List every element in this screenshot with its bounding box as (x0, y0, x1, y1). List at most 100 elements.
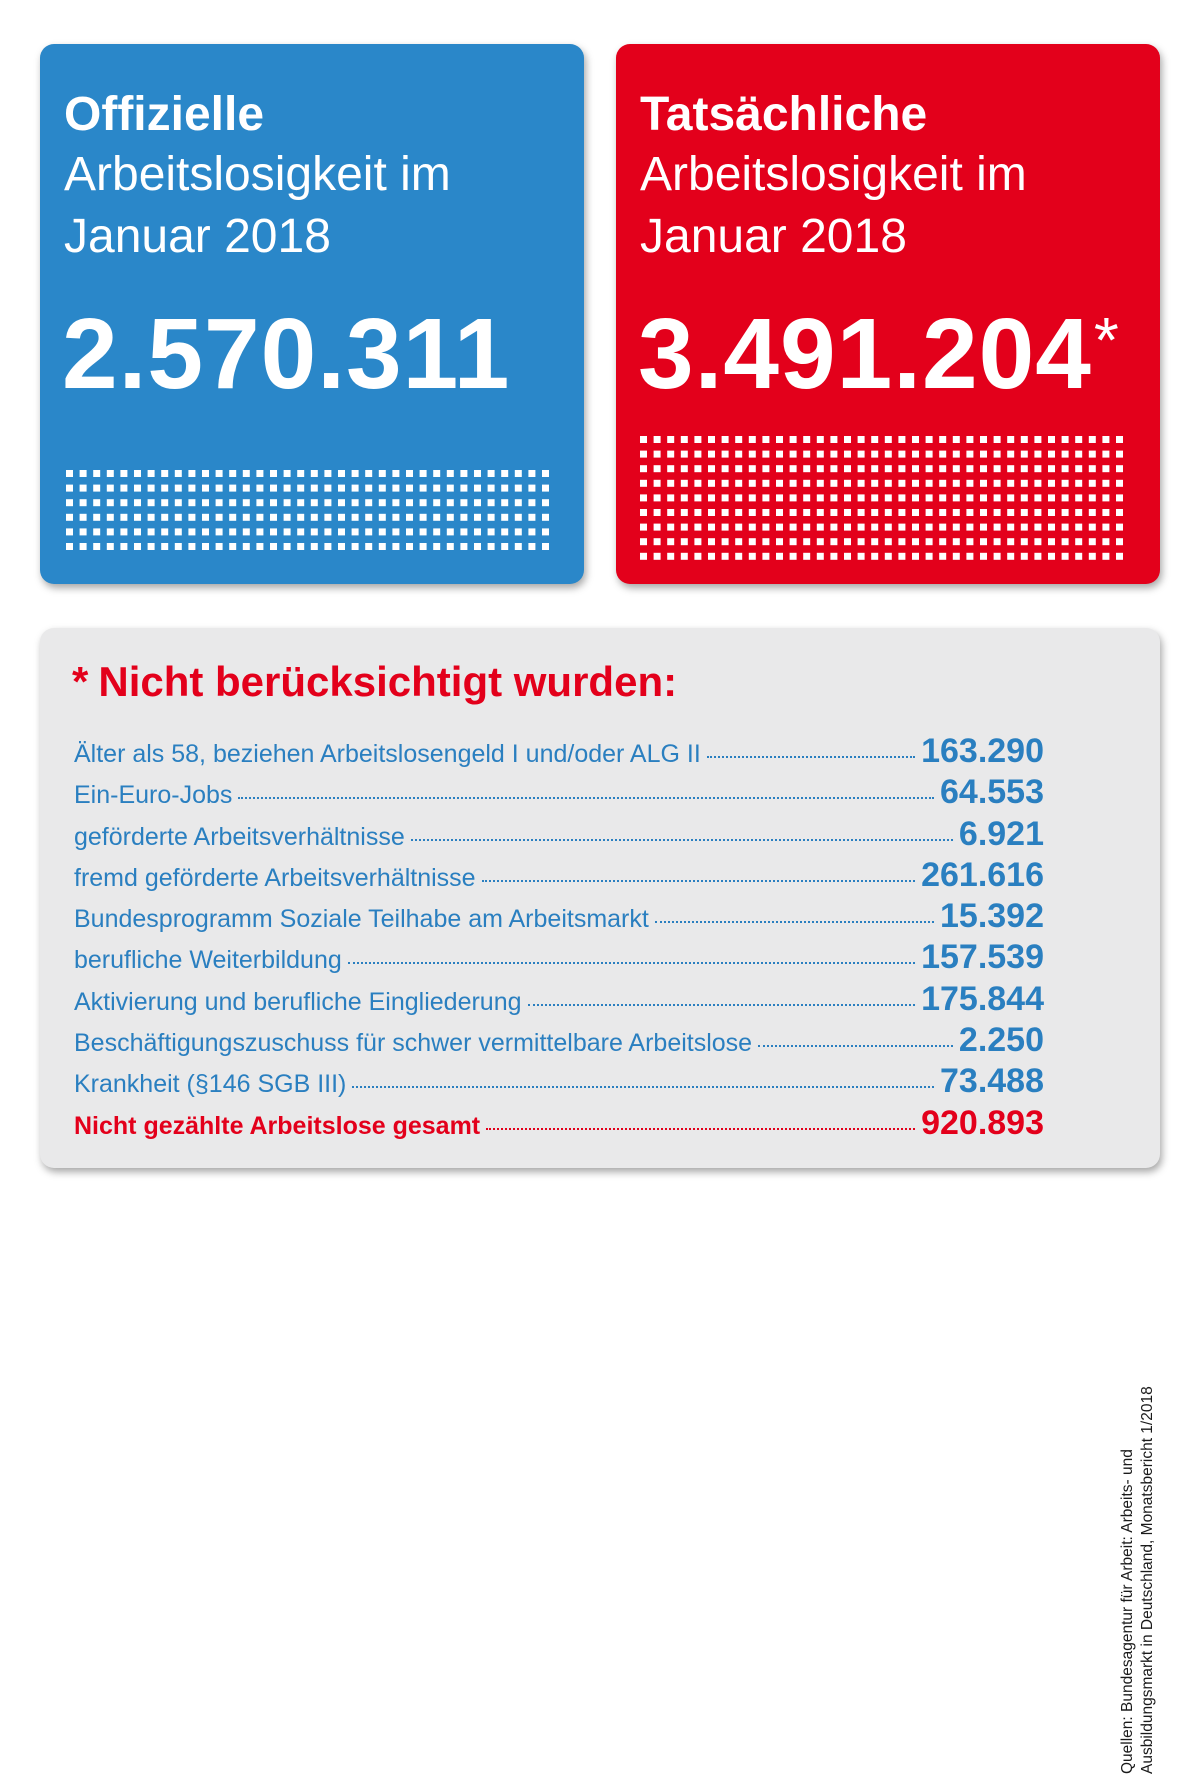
grid-dot (925, 552, 933, 560)
grid-dot (667, 509, 675, 516)
grid-dot (884, 538, 892, 546)
grid-dot (310, 499, 318, 507)
grid-dot (803, 509, 811, 516)
grid-dot (1048, 494, 1055, 502)
grid-dot (939, 523, 947, 531)
grid-dot (912, 436, 919, 443)
dot-leader (352, 1086, 934, 1089)
row-value: 2.250 (958, 1021, 1044, 1060)
row-label: Bundesprogramm Soziale Teilhabe am Arbei… (74, 905, 649, 934)
grid-dot (1088, 450, 1096, 458)
grid-dot (242, 470, 250, 477)
grid-dot (884, 552, 892, 560)
grid-dot (721, 465, 729, 473)
official-dot-grid (66, 470, 549, 550)
grid-dot (748, 552, 756, 560)
grid-dot (816, 465, 824, 473)
grid-dot (748, 436, 756, 443)
grid-dot (1061, 465, 1069, 473)
actual-unemployment-card: Tatsächliche Arbeitslosigkeit im Januar … (616, 44, 1160, 584)
grid-dot (789, 436, 797, 443)
grid-dot (789, 538, 797, 546)
grid-dot (857, 450, 865, 458)
grid-dot (735, 494, 743, 502)
grid-dot (514, 543, 522, 550)
grid-dot (966, 552, 974, 560)
grid-dot (229, 543, 237, 550)
grid-dot (93, 528, 101, 536)
grid-dot (501, 513, 509, 521)
grid-dot (1061, 494, 1069, 502)
grid-dot (857, 436, 865, 443)
grid-dot (528, 470, 536, 477)
grid-dot (297, 470, 305, 477)
grid-dot (338, 499, 345, 507)
grid-dot (283, 499, 291, 507)
grid-dot (66, 543, 73, 550)
grid-dot (202, 484, 209, 492)
grid-dot (952, 538, 960, 546)
grid-dot (1020, 509, 1028, 516)
grid-dot (993, 465, 1001, 473)
grid-dot (351, 513, 359, 521)
grid-dot (270, 528, 277, 536)
grid-dot (993, 538, 1001, 546)
grid-dot (857, 552, 865, 560)
total-row: Nicht gezählte Arbeitslose gesamt 920.893 (74, 1104, 1044, 1145)
grid-dot (803, 494, 811, 502)
not-counted-panel: * Nicht berücksichtigt wurden: Älter als … (40, 628, 1160, 1774)
grid-dot (93, 543, 101, 550)
grid-dot (229, 513, 237, 521)
grid-dot (66, 499, 73, 507)
grid-dot (952, 450, 960, 458)
grid-dot (1020, 523, 1028, 531)
dot-leader (410, 838, 953, 841)
grid-dot (980, 523, 987, 531)
grid-dot (748, 450, 756, 458)
row-value: 163.290 (921, 732, 1044, 770)
grid-dot (667, 465, 675, 473)
grid-dot (501, 499, 509, 507)
grid-dot (297, 484, 305, 492)
row-label: berufliche Weiterbildung (74, 946, 342, 975)
grid-dot (1061, 509, 1069, 516)
grid-dot (188, 499, 196, 507)
official-title: Offizielle (64, 88, 265, 141)
grid-dot (514, 513, 522, 521)
list-item: berufliche Weiterbildung 157.539 (74, 938, 1044, 979)
grid-dot (912, 494, 919, 502)
grid-dot (694, 552, 702, 560)
grid-dot (952, 436, 960, 443)
grid-dot (1048, 538, 1055, 546)
grid-dot (514, 499, 522, 507)
grid-dot (694, 465, 702, 473)
dot-leader (238, 797, 934, 800)
grid-dot (338, 484, 345, 492)
grid-dot (1007, 479, 1015, 487)
grid-dot (1075, 538, 1083, 546)
grid-dot (762, 479, 770, 487)
grid-dot (776, 450, 783, 458)
actual-number: 3.491.204 (638, 298, 1092, 410)
grid-dot (378, 484, 386, 492)
grid-dot (474, 513, 481, 521)
grid-dot (871, 436, 879, 443)
grid-dot (392, 543, 400, 550)
grid-dot (242, 499, 250, 507)
grid-dot (966, 479, 974, 487)
grid-dot (1061, 479, 1069, 487)
list-item: Krankheit (§146 SGB III) 73.488 (74, 1062, 1044, 1103)
heading-text: Nicht berücksichtigt wurden: (98, 658, 678, 705)
grid-dot (433, 543, 441, 550)
grid-dot (474, 499, 481, 507)
grid-dot (653, 436, 661, 443)
grid-dot (174, 513, 182, 521)
grid-dot (1116, 494, 1123, 502)
grid-dot (242, 528, 250, 536)
grid-dot (161, 470, 169, 477)
grid-dot (653, 538, 661, 546)
grid-dot (460, 513, 468, 521)
grid-dot (952, 552, 960, 560)
actual-dot-grid (640, 436, 1123, 560)
grid-dot (871, 509, 879, 516)
